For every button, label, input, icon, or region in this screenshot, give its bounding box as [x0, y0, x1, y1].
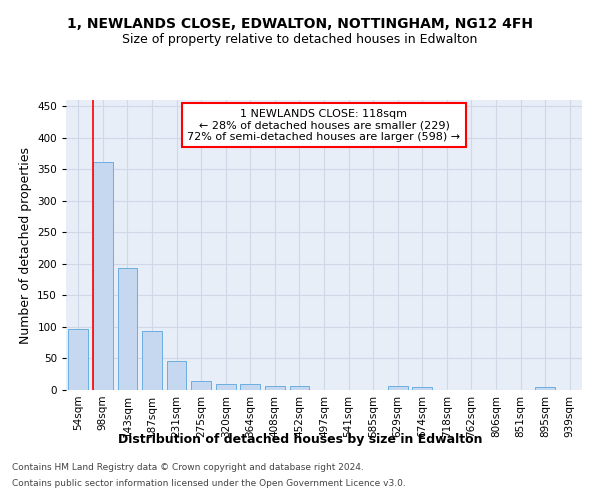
- Bar: [535, 388, 555, 390]
- Bar: [142, 330, 162, 390]
- Text: Contains public sector information licensed under the Open Government Licence v3: Contains public sector information licen…: [12, 478, 406, 488]
- Bar: [118, 268, 137, 390]
- Bar: [265, 386, 284, 390]
- Y-axis label: Number of detached properties: Number of detached properties: [19, 146, 32, 344]
- Text: Contains HM Land Registry data © Crown copyright and database right 2024.: Contains HM Land Registry data © Crown c…: [12, 464, 364, 472]
- Bar: [191, 381, 211, 390]
- Bar: [241, 384, 260, 390]
- Text: 1, NEWLANDS CLOSE, EDWALTON, NOTTINGHAM, NG12 4FH: 1, NEWLANDS CLOSE, EDWALTON, NOTTINGHAM,…: [67, 18, 533, 32]
- Bar: [167, 361, 187, 390]
- Text: 1 NEWLANDS CLOSE: 118sqm
← 28% of detached houses are smaller (229)
72% of semi-: 1 NEWLANDS CLOSE: 118sqm ← 28% of detach…: [187, 108, 461, 142]
- Bar: [388, 386, 407, 390]
- Bar: [93, 162, 113, 390]
- Bar: [412, 387, 432, 390]
- Bar: [68, 330, 88, 390]
- Bar: [290, 386, 309, 390]
- Bar: [216, 384, 236, 390]
- Text: Size of property relative to detached houses in Edwalton: Size of property relative to detached ho…: [122, 32, 478, 46]
- Text: Distribution of detached houses by size in Edwalton: Distribution of detached houses by size …: [118, 432, 482, 446]
